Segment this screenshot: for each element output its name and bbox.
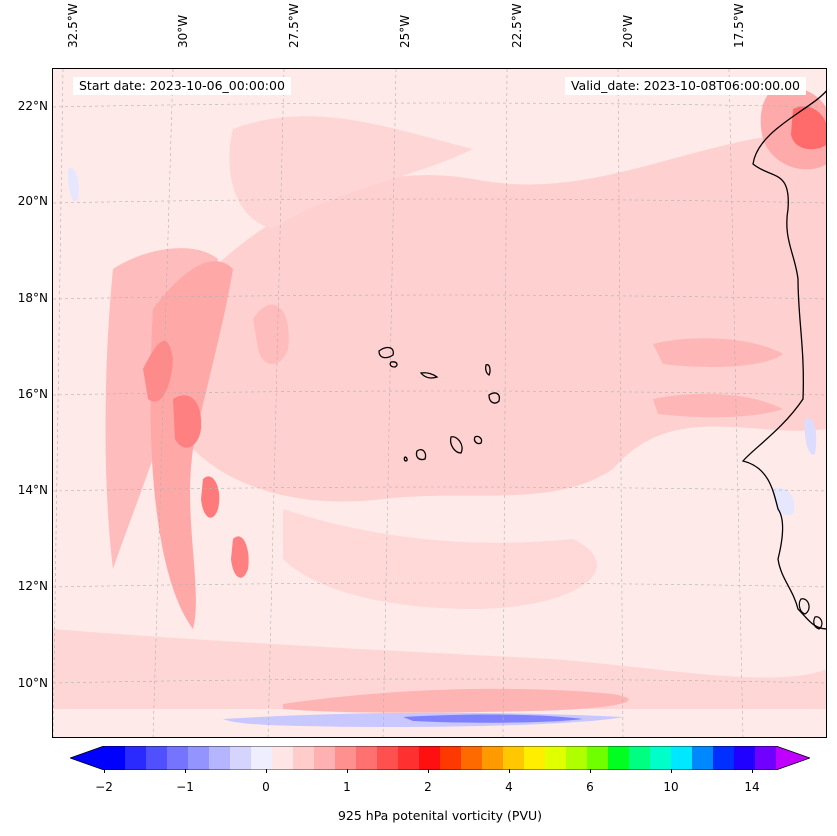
africa-coastline (741, 90, 826, 630)
colorbar-over-arrow (776, 746, 810, 770)
colorbar-swatch (146, 746, 168, 770)
colorbar-swatch (419, 746, 441, 770)
colorbar-swatch (587, 746, 609, 770)
lat-label-10n: 10°N (17, 676, 48, 690)
lat-label-12n: 12°N (17, 579, 48, 593)
pv-field-map (53, 69, 826, 737)
lon-label-17-5w: 17.5°W (732, 3, 746, 48)
lon-label-22-5w: 22.5°W (510, 3, 524, 48)
start-date-label: Start date: 2023-10-06_00:00:00 (73, 77, 291, 95)
colorbar-swatch (524, 746, 546, 770)
colorbar-swatch (671, 746, 693, 770)
colorbar-swatch (356, 746, 378, 770)
lon-label-25w: 25°W (398, 14, 412, 48)
pv-east-patch-1 (653, 338, 783, 367)
pv-western-streak-4 (173, 395, 202, 448)
map-gridlines (53, 69, 826, 737)
colorbar-swatch (398, 746, 420, 770)
colorbar-tick-mark (752, 769, 753, 773)
colorbar-under-arrow (70, 746, 104, 770)
colorbar-tick-label: 1 (343, 780, 351, 794)
colorbar-swatch (377, 746, 399, 770)
pv-contour-band-north (229, 116, 473, 229)
colorbar-swatch (650, 746, 672, 770)
pv-ne-maximum-inner (791, 106, 826, 150)
pv-contour-south (283, 509, 597, 609)
lat-label-22n: 22°N (17, 99, 48, 113)
colorbar-swatch (566, 746, 588, 770)
colorbar-tick-mark (428, 769, 429, 773)
pv-western-streak-7 (253, 304, 289, 364)
colorbar-tick-mark (185, 769, 186, 773)
colorbar-swatch (713, 746, 735, 770)
colorbar-swatch (104, 746, 126, 770)
colorbar-tick-label: 10 (663, 780, 679, 794)
colorbar-swatch (545, 746, 567, 770)
colorbar (68, 745, 812, 771)
colorbar-tick-label: 0 (262, 780, 270, 794)
colorbar-tick-label: 14 (744, 780, 760, 794)
colorbar-tick-mark (590, 769, 591, 773)
colorbar-swatch (629, 746, 651, 770)
valid-date-label: Valid_date: 2023-10-08T06:00:00.00 (564, 77, 806, 95)
colorbar-swatch (734, 746, 756, 770)
colorbar-swatch (755, 746, 777, 770)
lon-label-30w: 30°W (176, 14, 190, 48)
colorbar-tick-label: 2 (424, 780, 432, 794)
pv-south-red-band (283, 688, 629, 713)
colorbar-tick-mark (671, 769, 672, 773)
colorbar-tick-mark (266, 769, 267, 773)
colorbar-tick-label: −1 (176, 780, 194, 794)
colorbar-swatch (335, 746, 357, 770)
colorbar-tick-label: −2 (95, 780, 113, 794)
colorbar-tick-label: 4 (505, 780, 513, 794)
colorbar-swatch (251, 746, 273, 770)
pv-south-blue-core (403, 714, 583, 723)
lon-label-20w: 20°W (621, 14, 635, 48)
colorbar-swatch (230, 746, 252, 770)
pv-east-patch-2 (653, 393, 783, 418)
lat-label-18n: 18°N (17, 291, 48, 305)
pv-blue-patch-2 (804, 418, 817, 455)
cape-verde-islands (378, 346, 501, 462)
colorbar-swatch (272, 746, 294, 770)
lon-label-27-5w: 27.5°W (287, 3, 301, 48)
colorbar-swatch (314, 746, 336, 770)
pv-western-streak-5 (201, 476, 220, 518)
colorbar-swatch (209, 746, 231, 770)
map-panel[interactable]: Start date: 2023-10-06_00:00:00 Valid_da… (52, 68, 827, 738)
colorbar-swatch (608, 746, 630, 770)
colorbar-swatch (692, 746, 714, 770)
colorbar-swatch (293, 746, 315, 770)
lat-label-16n: 16°N (17, 387, 48, 401)
colorbar-swatch (440, 746, 462, 770)
colorbar-swatches (68, 745, 812, 771)
colorbar-swatch (125, 746, 147, 770)
colorbar-swatch (503, 746, 525, 770)
colorbar-swatch (482, 746, 504, 770)
colorbar-swatch (461, 746, 483, 770)
west-africa-islands (798, 598, 823, 630)
pv-western-streak-6 (231, 536, 249, 578)
lon-label-32-5w: 32.5°W (66, 3, 80, 48)
lat-label-20n: 20°N (17, 194, 48, 208)
colorbar-tick-mark (104, 769, 105, 773)
pv-blue-patch-1 (67, 168, 79, 202)
colorbar-tick-label: 6 (586, 780, 594, 794)
pv-contour-south-band (53, 629, 826, 709)
colorbar-swatch (167, 746, 189, 770)
colorbar-tick-mark (509, 769, 510, 773)
colorbar-title: 925 hPa potenital vorticity (PVU) (337, 808, 543, 823)
lat-label-14n: 14°N (17, 483, 48, 497)
colorbar-tick-mark (347, 769, 348, 773)
pv-western-streak-3 (143, 340, 173, 402)
colorbar-swatch (188, 746, 210, 770)
